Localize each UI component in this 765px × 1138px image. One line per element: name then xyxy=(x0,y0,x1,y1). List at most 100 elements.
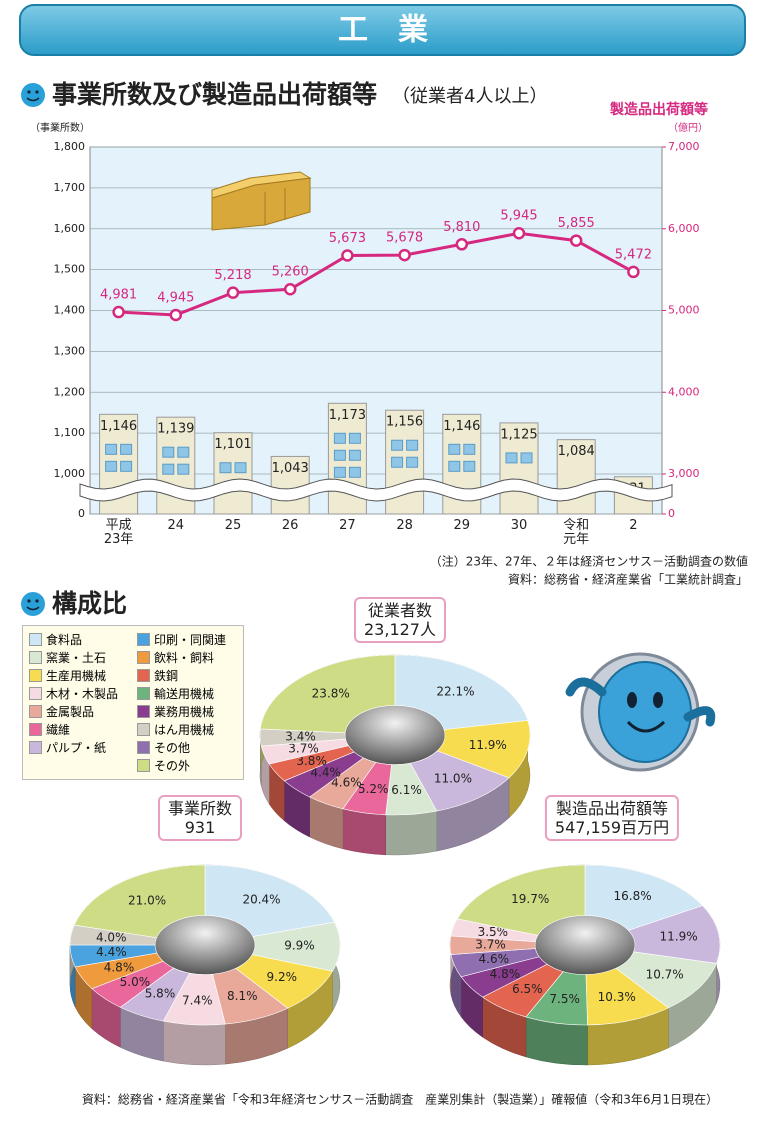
legend-swatch xyxy=(137,740,150,754)
window xyxy=(448,443,461,455)
slice-label: 7.4% xyxy=(182,993,213,1007)
pie-subtitle: 23,127人 xyxy=(364,620,436,639)
data-label: 1,043 xyxy=(272,461,309,476)
data-label: 4,945 xyxy=(157,290,194,305)
window xyxy=(406,456,419,468)
heading-icon xyxy=(21,83,45,107)
legend-label: 木材・木製品 xyxy=(46,686,119,701)
heading-icon xyxy=(21,592,45,616)
bar xyxy=(556,439,596,515)
x-tick-label: 26 xyxy=(281,518,299,533)
y-tick-label: 1,400 xyxy=(54,304,86,317)
slice-label: 9.2% xyxy=(267,970,298,984)
x-tick-label: 24 xyxy=(167,518,185,533)
slice-label: 20.4% xyxy=(242,893,280,907)
window xyxy=(162,463,175,475)
source: 資料：総務省・経済産業省「令和3年経済センサス－活動調査 産業別集計（製造業）」… xyxy=(82,1092,718,1107)
legend-item: 業務用機械 xyxy=(137,702,247,720)
legend-label: 生産用機械 xyxy=(46,668,107,683)
slice-label: 3.7% xyxy=(288,742,319,756)
legend-swatch xyxy=(137,650,150,664)
window xyxy=(177,463,190,475)
legend-label: 飲料・飼料 xyxy=(154,650,215,665)
slice-label: 4.8% xyxy=(490,967,521,981)
data-label: 1,101 xyxy=(214,437,251,452)
window xyxy=(333,432,346,444)
slice-label: 10.7% xyxy=(646,968,684,982)
legend-label: その外 xyxy=(154,758,191,773)
donut-tops: 16.8% 11.9% 10.7% 10.3% 7.5% 6.5%4.8%4.6%3.7%… xyxy=(449,864,721,1026)
window xyxy=(219,462,232,474)
data-label: 1,084 xyxy=(558,444,595,459)
slice xyxy=(394,654,529,730)
slice-label: 3.5% xyxy=(478,925,509,939)
slice-label: 11.9% xyxy=(469,738,507,752)
donut: 16.8% 11.9% 10.7% 10.3% 7.5% 6.5%4.8%4.6%3.7%… xyxy=(449,864,721,1066)
data-label: 1,173 xyxy=(329,408,366,423)
window xyxy=(162,446,175,458)
data-label: 1,139 xyxy=(157,422,194,437)
y2-axis-unit: （億円） xyxy=(668,121,708,134)
slice-label: 7.5% xyxy=(549,992,580,1006)
slice xyxy=(73,864,206,938)
y2-tick-label: 4,000 xyxy=(668,385,700,398)
slice-label: 4.8% xyxy=(104,961,135,975)
data-label: 5,945 xyxy=(500,209,537,224)
window xyxy=(234,462,247,474)
pie-title-box: 製造品出荷額等 547,159百万円 xyxy=(544,795,680,841)
window xyxy=(391,456,404,468)
window xyxy=(520,452,533,464)
y-tick-label: 1,300 xyxy=(54,344,86,357)
point xyxy=(341,249,354,262)
slice-label: 3.4% xyxy=(285,729,316,743)
window xyxy=(463,460,476,472)
y-tick-label: 1,600 xyxy=(54,222,86,235)
window xyxy=(120,443,133,455)
legend-item: 食料品 xyxy=(29,630,137,648)
x-tick-label: 30 xyxy=(510,518,528,533)
legend-swatch xyxy=(137,722,150,736)
window xyxy=(105,460,118,472)
legend-label: はん用機械 xyxy=(154,722,215,737)
slice-label: 10.3% xyxy=(598,990,636,1004)
legend-label: その他 xyxy=(154,740,191,755)
window xyxy=(333,449,346,461)
pie-subtitle: 547,159百万円 xyxy=(554,818,670,837)
legend-item: 鉄鋼 xyxy=(137,666,247,684)
bar xyxy=(213,432,253,515)
legend-swatch xyxy=(29,632,42,646)
data-label: 5,260 xyxy=(272,265,309,280)
legend-label: 印刷・同関連 xyxy=(154,632,227,647)
x-tick-label: 2 xyxy=(629,518,638,533)
header-bar xyxy=(19,4,746,56)
donut-hole xyxy=(345,705,445,765)
window xyxy=(348,432,361,444)
x-tick-label: 27 xyxy=(339,518,356,533)
section-title: 事業所数及び製造品出荷額等 xyxy=(52,80,377,109)
hole xyxy=(535,915,635,975)
note: （注）23年、27年、２年は経済センサス－活動調査の数値 xyxy=(430,554,748,569)
page-title: 工 業 xyxy=(338,13,428,48)
slice-label: 4.6% xyxy=(479,952,510,966)
y-tick-label: 1,000 xyxy=(54,467,86,480)
legend-item: 木材・木製品 xyxy=(29,684,137,702)
legend-swatch xyxy=(29,686,42,700)
line xyxy=(118,231,635,317)
window xyxy=(348,466,361,478)
window xyxy=(463,443,476,455)
legend-item: 金属製品 xyxy=(29,702,137,720)
slice-label: 16.8% xyxy=(614,889,652,903)
legend-swatch xyxy=(29,704,42,718)
window xyxy=(406,439,419,451)
point xyxy=(398,248,411,262)
point xyxy=(627,265,640,279)
section-title: 構成比 xyxy=(52,589,127,618)
slice-label: 5.8% xyxy=(145,987,176,1001)
hole xyxy=(155,915,255,975)
legend-label: パルプ・紙 xyxy=(46,740,107,755)
source: 資料：総務省・経済産業省「工業統計調査」 xyxy=(508,572,748,587)
data-label: 4,981 xyxy=(100,288,137,303)
pie-title: 製造品出荷額等 xyxy=(555,799,669,818)
legend-swatch xyxy=(137,632,150,646)
